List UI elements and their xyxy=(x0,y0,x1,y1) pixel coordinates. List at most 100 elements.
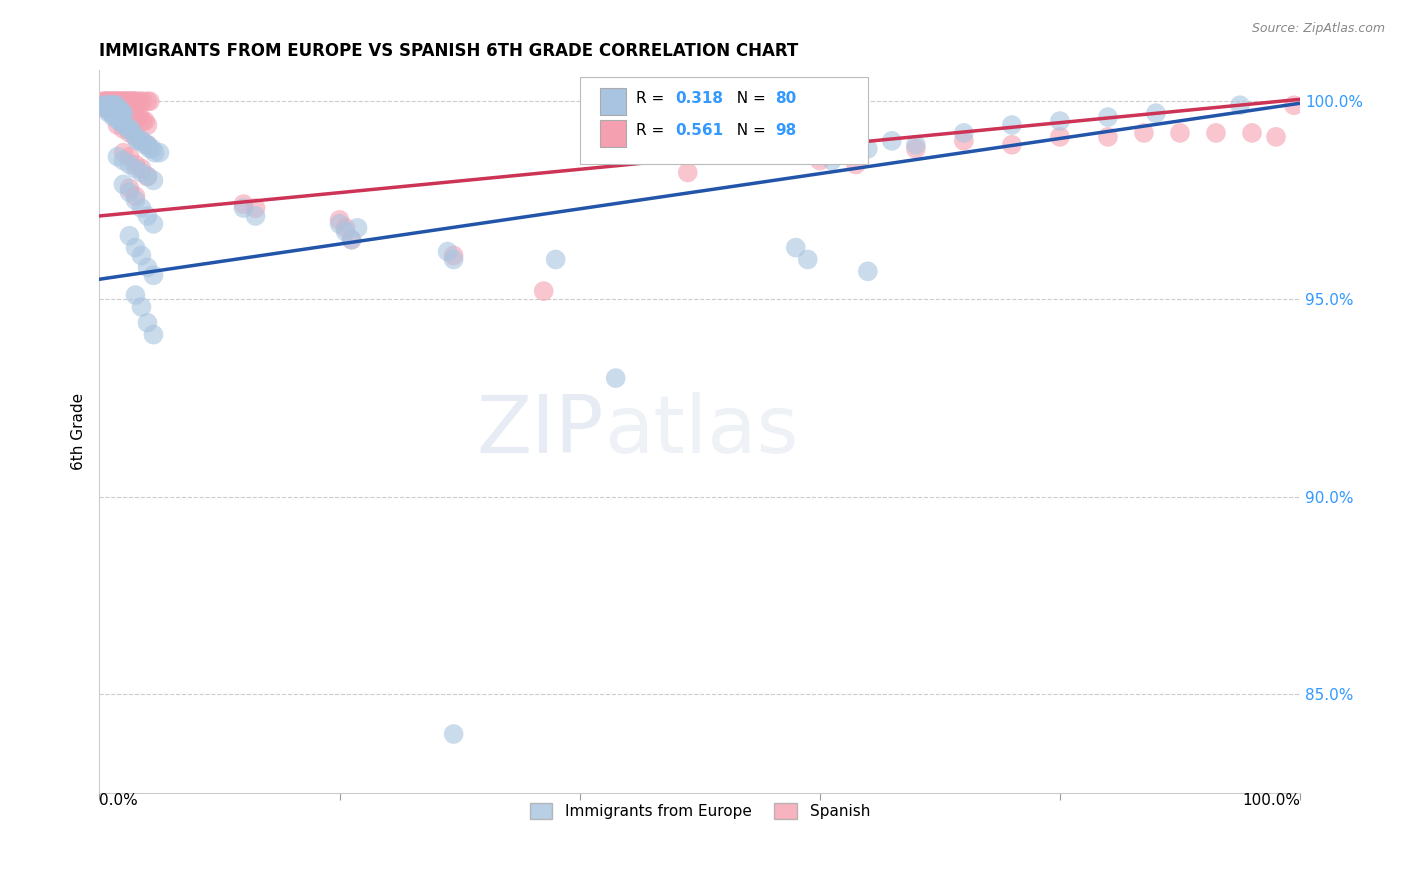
Point xyxy=(232,201,254,215)
Point xyxy=(115,118,138,132)
Point xyxy=(127,95,149,109)
Point xyxy=(127,134,149,148)
Point xyxy=(98,98,121,112)
Point xyxy=(110,106,132,120)
Point xyxy=(108,102,131,116)
Point xyxy=(1240,126,1263,140)
Point xyxy=(141,142,163,156)
Point xyxy=(136,137,159,152)
Point xyxy=(129,110,152,124)
Point xyxy=(136,95,159,109)
Point xyxy=(136,118,159,132)
Point xyxy=(100,95,122,109)
Point xyxy=(136,169,159,184)
Point xyxy=(120,122,142,136)
Point xyxy=(98,102,121,116)
Point xyxy=(904,142,927,156)
Point xyxy=(124,129,146,144)
Point xyxy=(1049,129,1071,144)
Point xyxy=(94,95,117,109)
Point xyxy=(100,102,122,116)
Point xyxy=(112,153,135,168)
Point xyxy=(110,102,132,116)
Point xyxy=(96,95,118,109)
Point xyxy=(101,98,124,112)
Point xyxy=(245,209,267,223)
Point xyxy=(131,95,153,109)
Point xyxy=(124,189,146,203)
Point xyxy=(98,106,121,120)
Point xyxy=(131,201,153,215)
Point xyxy=(118,95,141,109)
Point xyxy=(1144,106,1167,120)
Point xyxy=(122,95,145,109)
Point xyxy=(103,110,125,124)
Point xyxy=(136,316,159,330)
Point xyxy=(134,114,156,128)
Point xyxy=(797,252,820,267)
Point xyxy=(105,98,128,112)
Point xyxy=(124,241,146,255)
Point xyxy=(136,137,159,152)
Text: IMMIGRANTS FROM EUROPE VS SPANISH 6TH GRADE CORRELATION CHART: IMMIGRANTS FROM EUROPE VS SPANISH 6TH GR… xyxy=(100,42,799,60)
Text: N =: N = xyxy=(727,91,770,106)
Point xyxy=(148,145,170,160)
Point xyxy=(112,102,135,116)
FancyBboxPatch shape xyxy=(600,120,627,147)
Point xyxy=(436,244,458,259)
Point xyxy=(1097,110,1119,124)
Text: 0.318: 0.318 xyxy=(676,91,724,106)
Point xyxy=(142,268,165,283)
Point xyxy=(124,106,146,120)
Point xyxy=(122,126,145,140)
Point xyxy=(340,233,363,247)
Text: 80: 80 xyxy=(775,91,797,106)
Point xyxy=(117,122,139,136)
Point xyxy=(443,727,465,741)
Point xyxy=(856,142,879,156)
Point xyxy=(124,193,146,207)
Point xyxy=(131,134,153,148)
Point xyxy=(118,157,141,171)
Point xyxy=(112,178,135,192)
Point xyxy=(136,209,159,223)
Text: ZIP: ZIP xyxy=(477,392,603,470)
Point xyxy=(131,300,153,314)
Point xyxy=(91,95,114,109)
Point xyxy=(107,95,129,109)
Point xyxy=(1097,129,1119,144)
Point xyxy=(107,102,129,116)
Point xyxy=(544,252,567,267)
Point xyxy=(114,95,136,109)
Point xyxy=(103,95,125,109)
Point xyxy=(118,186,141,200)
Point xyxy=(953,126,976,140)
Point xyxy=(785,241,807,255)
Point xyxy=(105,102,128,116)
Point xyxy=(96,102,118,116)
Point xyxy=(1229,98,1251,112)
Text: 0.561: 0.561 xyxy=(676,123,724,138)
Point xyxy=(97,98,120,112)
Point xyxy=(335,225,357,239)
Point xyxy=(443,252,465,267)
Point xyxy=(112,122,135,136)
Point xyxy=(115,95,138,109)
Point xyxy=(98,95,121,109)
Point xyxy=(808,153,831,168)
Point xyxy=(953,134,976,148)
Point xyxy=(118,228,141,243)
Point xyxy=(105,110,128,124)
Point xyxy=(1049,114,1071,128)
Text: Source: ZipAtlas.com: Source: ZipAtlas.com xyxy=(1251,22,1385,36)
Point xyxy=(845,157,868,171)
Point xyxy=(111,95,134,109)
Point xyxy=(346,220,368,235)
Point xyxy=(1001,118,1024,132)
Point xyxy=(127,110,149,124)
Point xyxy=(111,106,134,120)
Point xyxy=(124,161,146,176)
Point xyxy=(136,169,159,184)
Point xyxy=(676,165,699,179)
Legend: Immigrants from Europe, Spanish: Immigrants from Europe, Spanish xyxy=(523,797,876,825)
